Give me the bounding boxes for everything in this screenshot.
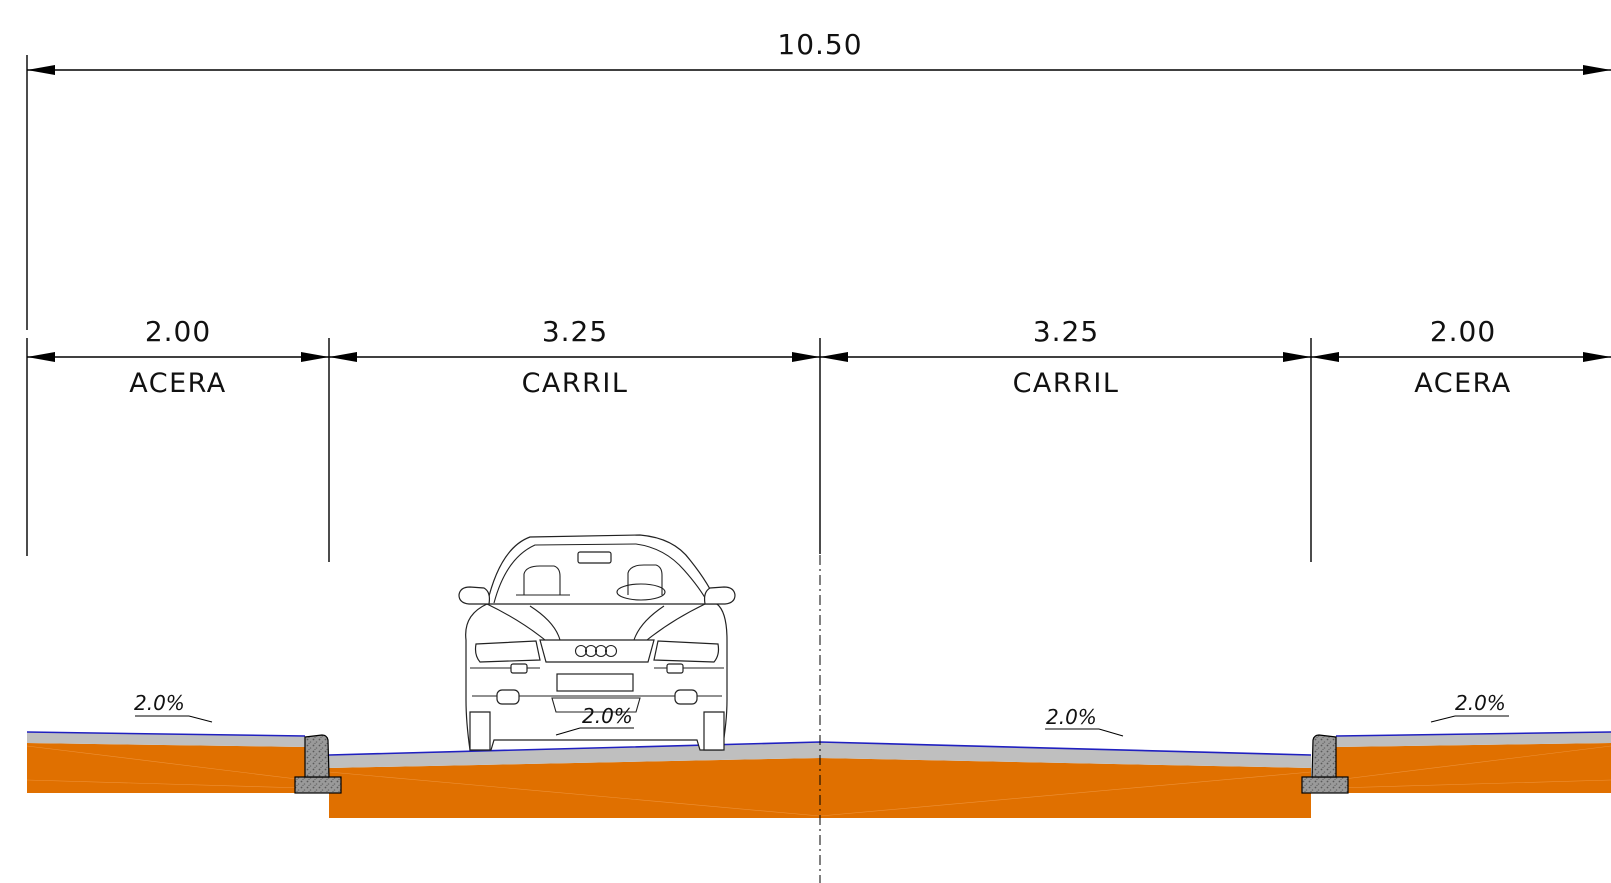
slope-sidewalk-right: 2.0%	[1430, 691, 1509, 723]
lane-right-dimension: 3.25	[1033, 315, 1099, 348]
extension-lines	[26, 55, 1312, 562]
lane-right-label: CARRIL	[1013, 368, 1120, 399]
sidewalk-right-dimension: 2.00	[1430, 315, 1496, 348]
slope-lane-right: 2.0%	[1045, 705, 1124, 737]
slope-lane-left-text: 2.0%	[582, 704, 633, 728]
slope-annotations: 2.0% 2.0% 2.0% 2.0%	[134, 691, 1509, 737]
lane-left-label: CARRIL	[522, 368, 629, 399]
carriageway-base	[329, 758, 1311, 818]
curb-left	[294, 734, 342, 794]
car-front-view	[458, 534, 736, 751]
curb-right	[1301, 734, 1349, 794]
sidewalk-left-surface	[26, 731, 306, 737]
slope-lane-right-text: 2.0%	[1046, 705, 1097, 729]
sidewalk-left-label: ACERA	[129, 368, 227, 399]
slope-sidewalk-left-text: 2.0%	[134, 691, 185, 715]
lane-left-dimension: 3.25	[542, 315, 608, 348]
slope-sidewalk-left: 2.0%	[134, 691, 213, 723]
sidewalk-right-surface	[1335, 731, 1611, 737]
slope-lane-left: 2.0%	[555, 704, 634, 736]
overall-dimension-value: 10.50	[777, 28, 862, 61]
sidewalk-left-base	[27, 743, 305, 793]
slope-sidewalk-right-text: 2.0%	[1455, 691, 1506, 715]
road-structure	[26, 731, 1611, 818]
overall-dimension: 10.50	[27, 28, 1611, 75]
sidewalk-right-base	[1336, 743, 1611, 793]
sidewalk-right-label: ACERA	[1414, 368, 1512, 399]
section-dimensions: 2.00 ACERA 3.25 CARRIL 3.25 CARRIL 2.00 …	[27, 315, 1611, 399]
sidewalk-left-dimension: 2.00	[145, 315, 211, 348]
